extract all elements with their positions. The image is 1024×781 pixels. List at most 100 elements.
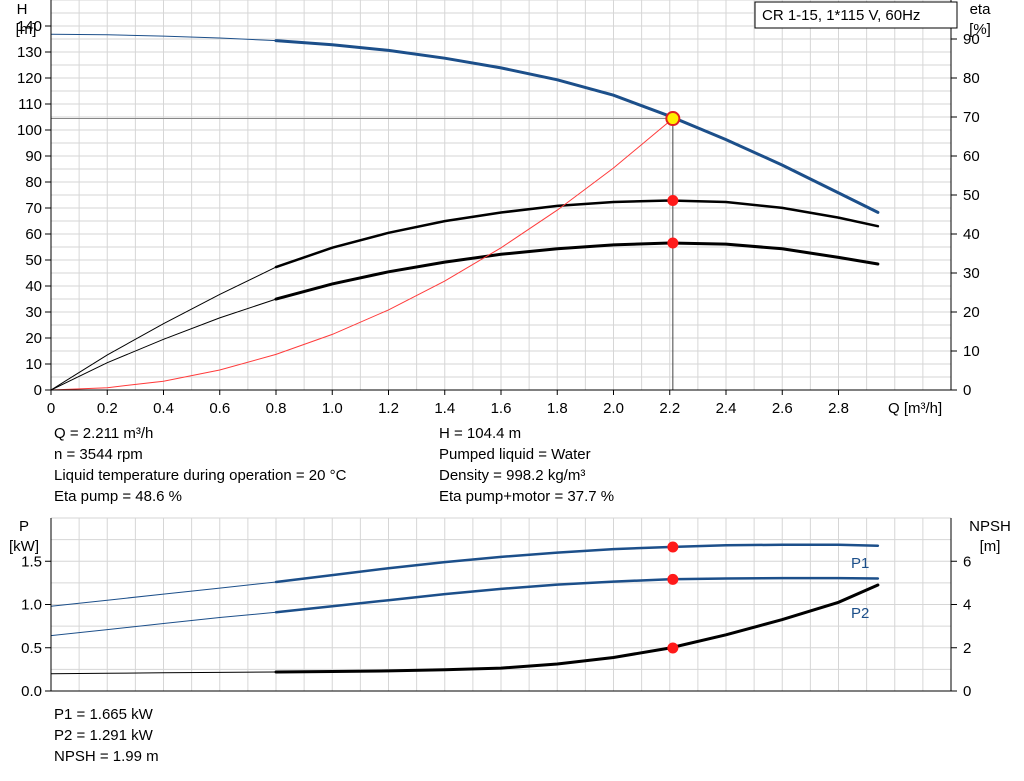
x-tick-label: 1.6 — [491, 400, 512, 417]
y-tick-label-right: 80 — [963, 70, 980, 87]
readout-top-left: Q = 2.211 m³/h n = 3544 rpm Liquid tempe… — [54, 423, 346, 507]
readout-liquid: Pumped liquid = Water — [439, 446, 591, 463]
x-tick-label: 0.6 — [209, 400, 230, 417]
x-tick-label: 1.8 — [547, 400, 568, 417]
duty-marker-npsh — [667, 642, 679, 654]
readout-eta-pump: Eta pump = 48.6 % — [54, 488, 182, 505]
series-p2-extension — [50, 611, 277, 637]
y-tick-label-right: 30 — [963, 265, 980, 282]
title-box — [754, 1, 958, 29]
y-tick-label-left: 80 — [25, 174, 42, 191]
y-tick-label-left: 0 — [34, 382, 42, 399]
x-tick-label: 2.2 — [659, 400, 680, 417]
y-tick-label-right: 50 — [963, 187, 980, 204]
series-p1-extension — [50, 581, 277, 607]
y-tick-label-right: 0 — [963, 382, 971, 399]
y-tick-label-left: 90 — [25, 148, 42, 165]
series-system-curve — [50, 118, 674, 391]
top-ylabel-right-symbol: eta — [970, 1, 992, 18]
y-tick-label-left: 100 — [17, 122, 42, 139]
series-eta-pump-motor-extension — [50, 298, 277, 391]
duty-marker-head — [665, 111, 681, 127]
bottom-ylabel-right-unit: [m] — [980, 538, 1001, 555]
y-tick-label-left: 120 — [17, 70, 42, 87]
bottom-ylabel-right-symbol: NPSH — [969, 518, 1011, 535]
bottom-ylabel-left-unit: [kW] — [9, 538, 39, 555]
y-tick-label-left: 50 — [25, 252, 42, 269]
x-tick-label: 2.8 — [828, 400, 849, 417]
readout-temp: Liquid temperature during operation = 20… — [54, 467, 347, 484]
series-eta-pump-motor — [274, 241, 880, 301]
top-ylabel-right-unit: [%] — [969, 21, 991, 38]
top-xlabel: Q [m³/h] — [888, 400, 942, 417]
readout-n: n = 3544 rpm — [54, 446, 143, 463]
x-tick-label: 2.4 — [716, 400, 737, 417]
top-axes: 0 0.2 0.4 0.6 0.8 1.0 1.2 1.4 1.6 1.8 2.0 2.2 2.4 2.6… — [17, 0, 980, 417]
x-tick-label: 1.0 — [322, 400, 343, 417]
readout-h: H = 104.4 m — [439, 425, 522, 442]
y-tick-label-left: 10 — [25, 356, 42, 373]
y-tick-label-left: 110 — [18, 96, 42, 113]
duty-marker-eta-pump-motor — [667, 237, 679, 249]
y-tick-label-left: 30 — [25, 304, 42, 321]
duty-marker-eta-pump — [667, 194, 679, 206]
y-tick-label-right: 70 — [963, 109, 980, 126]
y-tick-label-right: 40 — [963, 226, 980, 243]
series-p1 — [274, 543, 880, 584]
series-npsh — [274, 583, 880, 674]
readout-q: Q = 2.211 m³/h — [54, 425, 154, 442]
x-tick-label: 2.0 — [603, 400, 624, 417]
y-tick-label-right: 6 — [963, 553, 971, 570]
top-grid — [50, 0, 952, 391]
x-tick-label: 0.8 — [266, 400, 287, 417]
y-tick-label-right: 60 — [963, 148, 980, 165]
readout-npsh: NPSH = 1.99 m — [54, 748, 159, 765]
y-tick-label-left: 40 — [25, 278, 42, 295]
top-ylabel-left-symbol: H — [17, 1, 28, 18]
bottom-axes: 0.0 0.5 1.0 1.5 0 2 4 6 — [21, 518, 971, 700]
y-tick-label-right: 20 — [963, 304, 980, 321]
y-tick-label-left: 1.0 — [21, 597, 42, 614]
x-tick-label: 0 — [47, 400, 55, 417]
y-tick-label-left: 0.5 — [21, 640, 42, 657]
x-tick-label: 0.4 — [153, 400, 174, 417]
top-ylabel-left-unit: [m] — [16, 21, 37, 38]
series-npsh-extension — [50, 671, 277, 675]
x-tick-label: 1.2 — [378, 400, 399, 417]
series-head — [274, 39, 880, 214]
series-label-p2: P2 — [851, 605, 869, 622]
y-tick-label-left: 70 — [25, 200, 42, 217]
y-tick-label-left: 1.5 — [21, 553, 42, 570]
series-head-extension — [50, 33, 277, 42]
series-label-p1: P1 — [851, 555, 869, 572]
top-series — [50, 33, 880, 391]
readout-p2: P2 = 1.291 kW — [54, 727, 153, 744]
x-tick-label: 2.6 — [772, 400, 793, 417]
y-tick-label-right: 90 — [963, 31, 980, 48]
y-tick-label-right: 2 — [963, 640, 971, 657]
bottom-ylabel-left-symbol: P — [19, 518, 29, 535]
y-tick-label-left: 130 — [17, 44, 42, 61]
readout-eta-pump-motor: Eta pump+motor = 37.7 % — [439, 488, 615, 505]
readout-density: Density = 998.2 kg/m³ — [439, 467, 586, 484]
duty-marker-p2 — [667, 573, 679, 585]
readout-p1: P1 = 1.665 kW — [54, 706, 153, 723]
series-eta-pump-extension — [50, 266, 277, 391]
x-tick-label: 0.2 — [97, 400, 118, 417]
bottom-series — [50, 541, 880, 675]
y-tick-label-left: 0.0 — [21, 683, 42, 700]
series-eta-pump — [274, 199, 880, 269]
y-tick-label-left: 60 — [25, 226, 42, 243]
chart-title: CR 1-15, 1*115 V, 60Hz — [762, 7, 920, 24]
y-tick-label-right: 10 — [963, 343, 980, 360]
series-p2 — [274, 576, 880, 614]
y-tick-label-left: 140 — [17, 18, 42, 35]
duty-marker-p1 — [667, 541, 679, 553]
y-tick-label-right: 0 — [963, 683, 971, 700]
readout-top-right: H = 104.4 m Pumped liquid = Water Densit… — [439, 423, 614, 507]
y-tick-label-right: 4 — [963, 597, 971, 614]
x-tick-label: 1.4 — [434, 400, 455, 417]
y-tick-label-left: 20 — [25, 330, 42, 347]
readout-bottom: P1 = 1.665 kW P2 = 1.291 kW NPSH = 1.99 … — [54, 704, 159, 767]
